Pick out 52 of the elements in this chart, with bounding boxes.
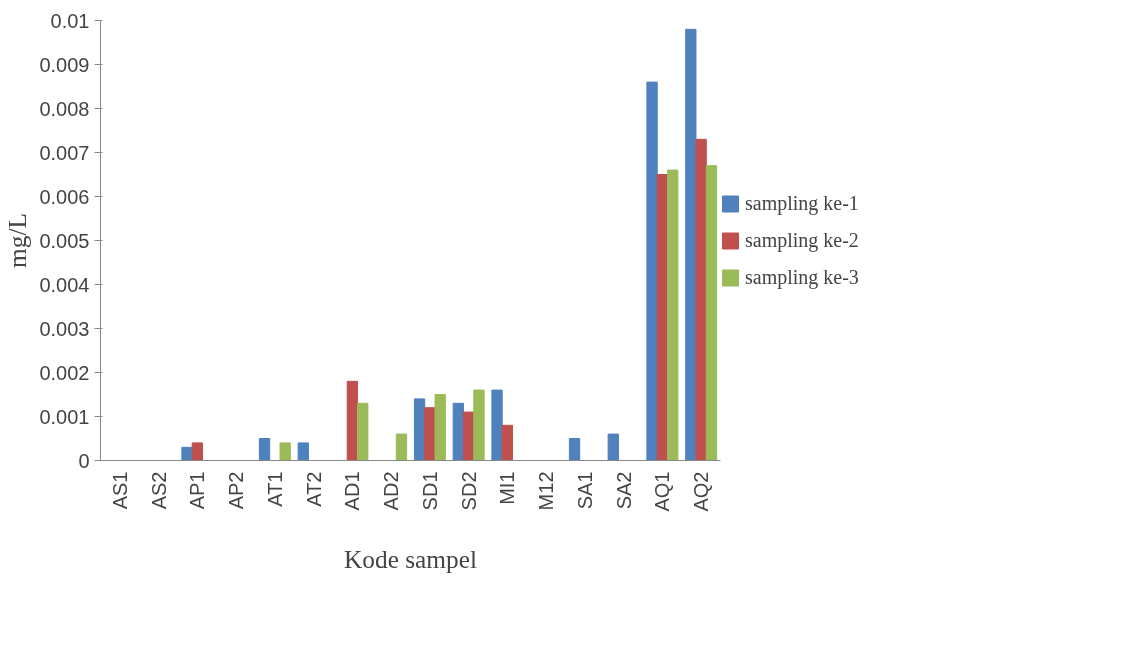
bar: [491, 389, 503, 461]
bar: [667, 169, 679, 461]
x-tick-label: AQ1: [651, 471, 674, 512]
legend-label: sampling ke-1: [745, 191, 859, 215]
bar: [607, 433, 619, 461]
x-tick-label: AT2: [302, 471, 325, 507]
y-tick-label: 0.005: [39, 229, 90, 252]
x-tick-label: SD1: [418, 471, 441, 511]
y-tick-label: 0.01: [50, 9, 90, 32]
legend-label: sampling ke-2: [745, 228, 859, 252]
bar: [434, 394, 446, 461]
x-tick-label: AD2: [380, 471, 403, 511]
bar: [473, 389, 485, 461]
x-tick-label: AP1: [186, 471, 209, 510]
bar: [685, 28, 697, 461]
y-tick-label: 0.009: [39, 53, 90, 76]
x-tick-label: AS2: [147, 471, 170, 510]
y-tick-label: 0.001: [39, 405, 90, 428]
x-tick-label: AT1: [263, 471, 286, 507]
bar: [297, 442, 309, 461]
y-tick-label: 0.004: [39, 273, 90, 296]
x-tick-label: M12: [535, 471, 558, 511]
y-tick-label: 0.006: [39, 185, 90, 208]
x-tick-label: AP2: [225, 471, 248, 510]
bar: [705, 165, 718, 461]
bar: [568, 438, 581, 461]
x-tick-label: SD2: [457, 471, 480, 511]
y-tick-label: 0: [78, 449, 90, 472]
x-tick-label: MI1: [496, 471, 519, 505]
y-axis-title: mg/L: [3, 213, 32, 268]
x-tick-label: AQ2: [690, 471, 713, 512]
x-tick-label: AS1: [108, 471, 131, 510]
bar: [395, 433, 408, 461]
bar: [646, 81, 658, 461]
bar: [346, 380, 359, 461]
y-tick-label: 0.003: [39, 317, 90, 340]
x-axis-title: Kode sampel: [344, 544, 477, 573]
legend-label: sampling ke-3: [745, 265, 859, 289]
bar: [279, 442, 291, 461]
bar: [695, 138, 707, 461]
bar: [181, 446, 193, 461]
bar: [191, 442, 204, 461]
bar: [357, 402, 369, 461]
bar: [501, 424, 514, 461]
y-tick-label: 0.007: [39, 141, 90, 164]
x-tick-label: AD1: [341, 471, 364, 511]
bar: [258, 438, 271, 461]
x-tick-label: SA1: [573, 471, 596, 510]
x-tick-label: SA2: [612, 471, 635, 510]
y-tick-label: 0.008: [39, 97, 90, 120]
bar: [452, 402, 464, 461]
y-tick-label: 0.002: [39, 361, 90, 384]
